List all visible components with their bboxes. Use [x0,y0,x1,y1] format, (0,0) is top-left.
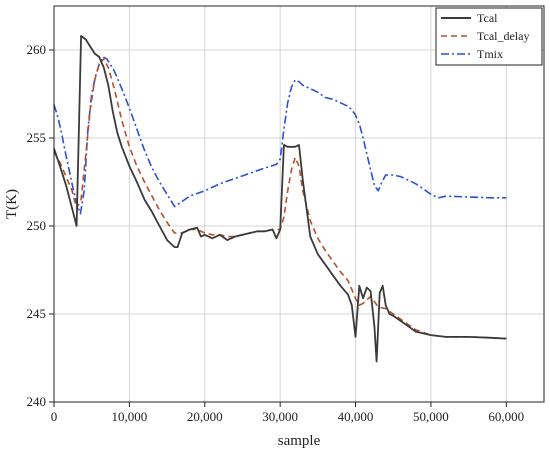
x-tick-label: 30,000 [262,409,298,424]
plot-frame [53,5,545,403]
legend-label-tmix: Tmix [477,47,503,61]
legend-label-tcal-delay: Tcal_delay [477,29,529,43]
y-axis-title: T(K) [4,189,20,219]
series-line-tcal [53,35,507,363]
series-layer [53,35,507,363]
x-axis-title: sample [278,433,321,449]
y-tick-label: 245 [27,306,47,321]
x-tick-label: 0 [51,409,58,424]
x-tick-label: 50,000 [413,409,449,424]
x-tick-label: 20,000 [187,409,223,424]
x-tick-label: 40,000 [338,409,374,424]
y-tick-label: 250 [27,218,47,233]
legend-label-tcal: Tcal [477,11,498,25]
y-tick-label: 255 [27,130,47,145]
x-tick-label: 10,000 [112,409,148,424]
ticks: 0 10,000 20,000 30,000 40,000 50,000 60,000 240… [27,42,525,424]
legend: Tcal Tcal_delay Tmix [435,7,543,66]
y-tick-label: 260 [27,42,47,57]
x-tick-label: 60,000 [488,409,524,424]
y-tick-label: 240 [27,394,47,409]
